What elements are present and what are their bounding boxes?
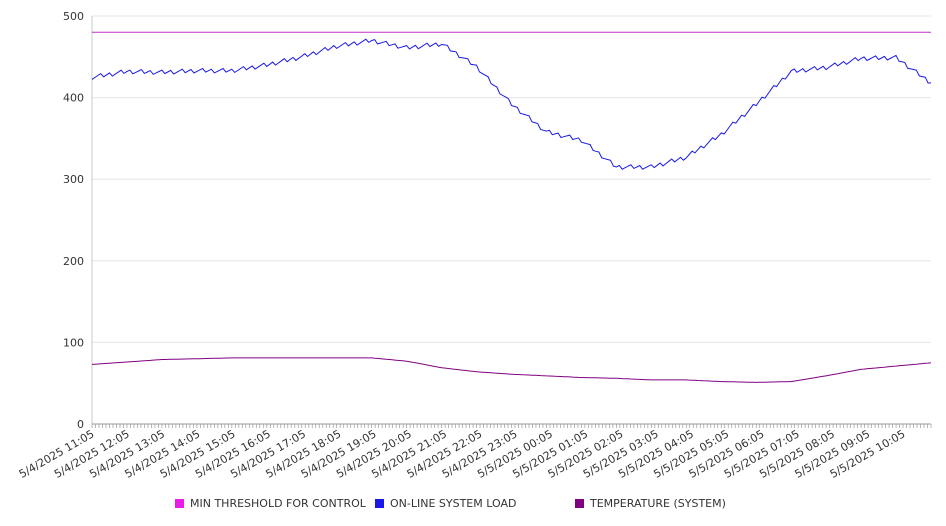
- legend-label-min-threshold: MIN THRESHOLD FOR CONTROL: [190, 497, 366, 510]
- y-tick-label-0: 0: [77, 418, 84, 431]
- grid-lines: [92, 15, 931, 343]
- y-tick-label-500: 500: [63, 10, 84, 23]
- y-tick-label-300: 300: [63, 173, 84, 186]
- legend-label-temperature: TEMPERATURE (SYSTEM): [590, 497, 726, 510]
- legend-item-temperature[interactable]: TEMPERATURE (SYSTEM): [575, 497, 726, 510]
- y-tick-label-100: 100: [63, 336, 84, 349]
- series-line-2: [91, 357, 932, 383]
- series-lines: [91, 31, 932, 383]
- legend-label-system-load: ON-LINE SYSTEM LOAD: [390, 497, 517, 510]
- y-axis-tick-labels: 0 100 200 300 400 500: [63, 10, 84, 431]
- x-axis-tick-labels: 5/4/2025 11:055/4/2025 12:055/4/2025 13:…: [17, 427, 908, 481]
- series-line-1: [91, 38, 932, 170]
- y-tick-label-200: 200: [63, 255, 84, 268]
- legend-item-min-threshold[interactable]: MIN THRESHOLD FOR CONTROL: [175, 497, 366, 510]
- legend-swatch-system-load: [375, 499, 384, 508]
- legend-swatch-temperature: [575, 499, 584, 508]
- legend-swatch-min-threshold: [175, 499, 184, 508]
- legend-item-system-load[interactable]: ON-LINE SYSTEM LOAD: [375, 497, 516, 510]
- axes: [91, 16, 932, 428]
- y-tick-label-400: 400: [63, 92, 84, 105]
- legend: MIN THRESHOLD FOR CONTROL ON-LINE SYSTEM…: [0, 497, 946, 515]
